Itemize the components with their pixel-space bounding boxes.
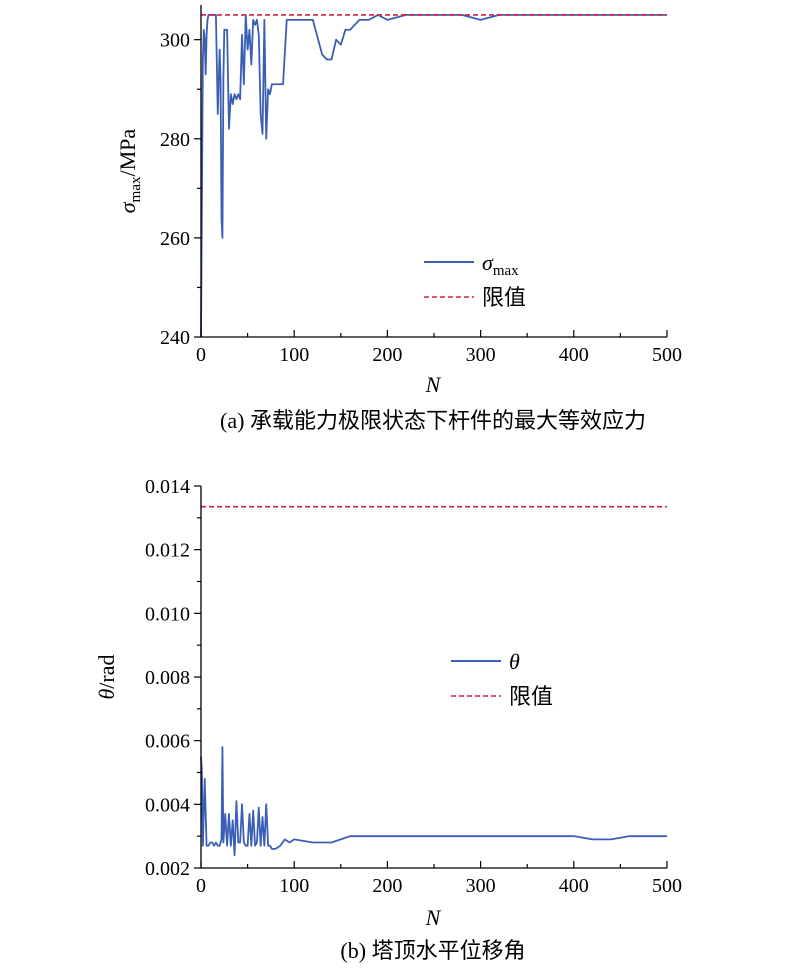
chart-b-axes: 0 100 200 300 400 500 0.002 0.004 0.006 0.008 0.01…	[145, 476, 682, 897]
chart-a-ytick-label: 240	[160, 327, 190, 349]
chart-a-legend-label-1: 限值	[482, 285, 526, 310]
chart-b-xtick-label: 0	[196, 875, 206, 897]
chart-b-ytick-label: 0.006	[145, 731, 190, 753]
chart-b-legend: θ 限值	[451, 649, 553, 709]
chart-a-ytick-label: 260	[160, 228, 190, 250]
chart-a-xtick-label: 300	[466, 344, 496, 366]
chart-a-series-layer	[200, 14, 667, 338]
chart-b-ylabel-text: θ/rad	[94, 654, 119, 699]
chart-b-series-layer	[200, 505, 667, 857]
chart-b-xtick-label: 100	[279, 875, 309, 897]
chart-b-ylabel: θ/rad	[94, 654, 119, 699]
chart-b-xtick-label: 400	[559, 875, 589, 897]
chart-b-caption: (b) 塔顶水平位移角	[340, 938, 525, 963]
chart-b-ytick-label: 0.004	[145, 794, 190, 816]
chart-a-axes: 0 100 200 300 400 500 240 260 280 300	[160, 5, 682, 366]
chart-b-ytick-label: 0.002	[145, 858, 190, 880]
chart-b-xtick-label: 300	[466, 875, 496, 897]
chart-a-ylabel: σmax/MPa	[115, 129, 144, 214]
chart-a-legend: σmax 限值	[424, 250, 526, 310]
chart-a-series-0-line	[200, 14, 667, 338]
chart-a-caption: (a) 承载能力极限状态下杆件的最大等效应力	[220, 408, 646, 433]
chart-b-legend-label-1: 限值	[509, 684, 553, 709]
chart-a-xtick-label: 200	[372, 344, 402, 366]
chart-a-legend-label-0: σmax	[482, 250, 519, 279]
chart-b-ytick-label: 0.010	[145, 603, 190, 625]
chart-a-ytick-label: 300	[160, 30, 190, 52]
chart-b: 0 100 200 300 400 500 0.002 0.004 0.006 0.008 0.01…	[94, 476, 682, 963]
chart-b-xtick-label: 200	[372, 875, 402, 897]
chart-b-ytick-label: 0.008	[145, 667, 190, 689]
chart-b-legend-label-0: θ	[509, 649, 520, 674]
chart-a-xlabel: N	[425, 372, 442, 397]
chart-b-ytick-label: 0.014	[145, 476, 190, 498]
chart-a-xtick-label: 500	[652, 344, 682, 366]
chart-b-xtick-label: 500	[652, 875, 682, 897]
chart-a-ylabel-text: σmax/MPa	[115, 129, 144, 214]
chart-a-ytick-label: 280	[160, 129, 190, 151]
chart-b-series-0-line	[200, 746, 667, 857]
chart-a-xtick-label: 0	[196, 344, 206, 366]
chart-b-xlabel: N	[425, 905, 442, 930]
chart-a-xtick-label: 100	[279, 344, 309, 366]
chart-b-ytick-label: 0.012	[145, 540, 190, 562]
chart-a-xtick-label: 400	[559, 344, 589, 366]
